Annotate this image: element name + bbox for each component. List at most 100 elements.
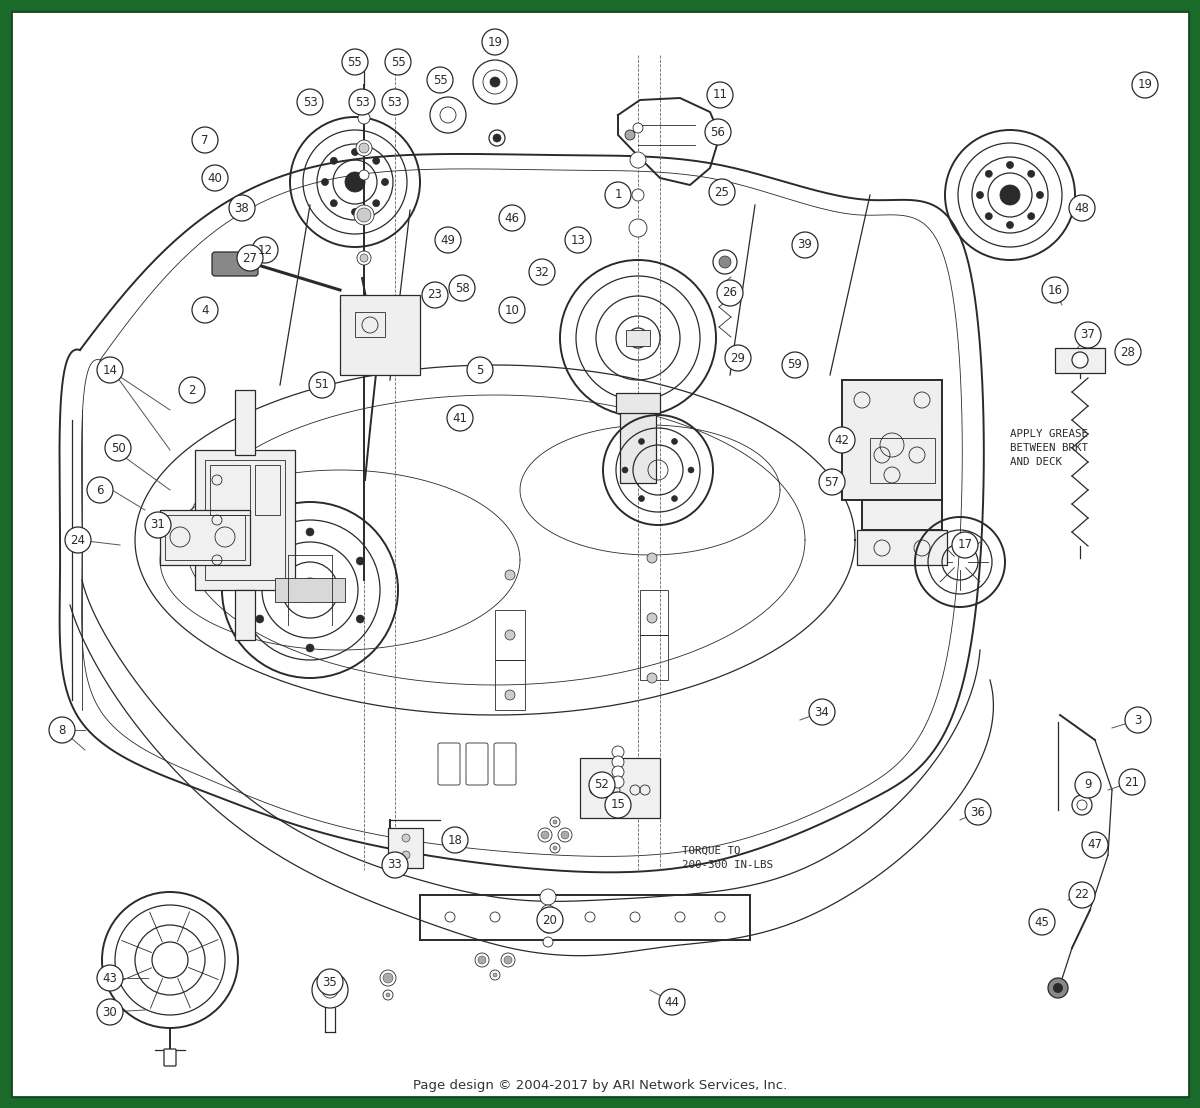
Text: 38: 38: [235, 202, 250, 215]
Circle shape: [647, 613, 658, 623]
Text: 1: 1: [614, 188, 622, 202]
Circle shape: [352, 148, 359, 155]
Circle shape: [229, 195, 256, 220]
Bar: [340, 295, 420, 375]
Circle shape: [1007, 222, 1014, 228]
Circle shape: [356, 557, 365, 565]
Circle shape: [541, 831, 550, 839]
Circle shape: [346, 172, 365, 192]
Text: 36: 36: [971, 806, 985, 819]
Text: 8: 8: [59, 724, 66, 737]
Circle shape: [1069, 195, 1096, 220]
Text: 2: 2: [188, 383, 196, 397]
Circle shape: [625, 130, 635, 140]
Circle shape: [562, 831, 569, 839]
Circle shape: [818, 469, 845, 495]
Circle shape: [638, 495, 644, 502]
Text: 52: 52: [594, 779, 610, 791]
Circle shape: [317, 970, 343, 995]
Circle shape: [542, 921, 554, 933]
Text: 19: 19: [1138, 79, 1152, 92]
Circle shape: [1072, 352, 1088, 368]
Circle shape: [306, 644, 314, 652]
Circle shape: [499, 205, 526, 230]
Text: 21: 21: [1124, 776, 1140, 789]
Circle shape: [358, 252, 371, 265]
Circle shape: [422, 283, 448, 308]
Circle shape: [589, 772, 616, 798]
Circle shape: [298, 89, 323, 115]
Circle shape: [449, 275, 475, 301]
Circle shape: [630, 152, 646, 168]
Circle shape: [502, 953, 515, 967]
Bar: [388, 828, 424, 868]
Circle shape: [446, 406, 473, 431]
Text: 55: 55: [391, 55, 406, 69]
Text: 19: 19: [487, 35, 503, 49]
Text: 53: 53: [355, 95, 370, 109]
Circle shape: [1037, 192, 1044, 198]
Circle shape: [382, 178, 389, 185]
Bar: [235, 390, 256, 455]
Circle shape: [382, 89, 408, 115]
Text: 55: 55: [348, 55, 362, 69]
Bar: [862, 430, 942, 530]
Text: 42: 42: [834, 433, 850, 447]
Circle shape: [529, 259, 554, 285]
Text: 46: 46: [504, 212, 520, 225]
Text: 35: 35: [323, 975, 337, 988]
Circle shape: [647, 553, 658, 563]
Text: 33: 33: [388, 859, 402, 872]
Circle shape: [202, 165, 228, 191]
Circle shape: [65, 527, 91, 553]
Circle shape: [359, 143, 370, 153]
Circle shape: [1048, 978, 1068, 998]
FancyBboxPatch shape: [212, 252, 258, 276]
Circle shape: [809, 699, 835, 725]
Circle shape: [383, 973, 394, 983]
Text: 55: 55: [433, 73, 448, 86]
Circle shape: [359, 170, 370, 179]
Bar: [256, 465, 280, 515]
Text: 30: 30: [103, 1005, 118, 1018]
Text: 23: 23: [427, 288, 443, 301]
Circle shape: [628, 328, 648, 348]
Circle shape: [612, 766, 624, 778]
Circle shape: [482, 29, 508, 55]
Circle shape: [493, 134, 502, 142]
Text: 37: 37: [1080, 328, 1096, 341]
Circle shape: [490, 76, 500, 88]
Circle shape: [436, 227, 461, 253]
Circle shape: [605, 792, 631, 818]
Bar: [235, 589, 256, 640]
Circle shape: [634, 123, 643, 133]
Bar: [205, 460, 286, 579]
Text: 29: 29: [731, 351, 745, 365]
Circle shape: [977, 192, 984, 198]
Circle shape: [612, 756, 624, 768]
Circle shape: [356, 615, 365, 623]
Text: 12: 12: [258, 244, 272, 256]
Circle shape: [1054, 983, 1063, 993]
FancyBboxPatch shape: [164, 1049, 176, 1066]
Circle shape: [565, 227, 592, 253]
Circle shape: [672, 439, 678, 444]
Circle shape: [360, 254, 368, 261]
Circle shape: [179, 377, 205, 403]
Circle shape: [382, 852, 408, 878]
Circle shape: [709, 179, 734, 205]
Bar: [496, 611, 526, 660]
Circle shape: [349, 89, 374, 115]
Text: 45: 45: [1034, 915, 1050, 929]
Text: 40: 40: [208, 172, 222, 185]
Circle shape: [192, 127, 218, 153]
Circle shape: [782, 352, 808, 378]
Circle shape: [550, 817, 560, 827]
Text: 11: 11: [713, 89, 727, 102]
Circle shape: [713, 250, 737, 274]
Text: 6: 6: [96, 483, 103, 496]
Text: 22: 22: [1074, 889, 1090, 902]
Circle shape: [829, 427, 854, 453]
Circle shape: [718, 280, 743, 306]
Bar: [842, 380, 942, 500]
